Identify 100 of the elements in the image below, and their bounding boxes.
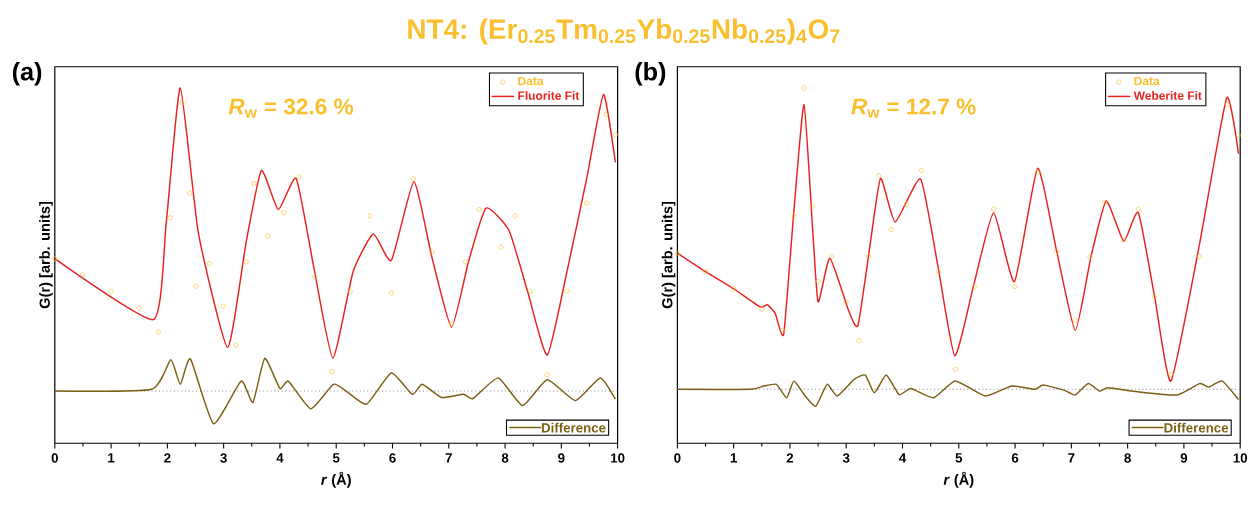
point <box>221 303 227 309</box>
x-tick-label: 1 <box>730 453 737 463</box>
point <box>388 290 394 296</box>
point <box>233 342 239 348</box>
point <box>1035 169 1041 175</box>
x-axis-title: r (Å) <box>321 471 351 488</box>
x-tick-label: 8 <box>501 453 509 463</box>
point <box>876 173 882 179</box>
point <box>801 85 807 91</box>
x-tick-label: 1 <box>108 453 115 463</box>
point <box>281 210 287 216</box>
point <box>251 181 257 187</box>
chart-title: NT4: (Er$_{0.25}$Tm$_{0.25}$Yb$_{0.25}$Nb$_{0.25}$)$_{4}$O$_{7}$ <box>408 18 840 45</box>
point <box>187 190 193 196</box>
x-tick-label: 2 <box>164 453 171 463</box>
point <box>449 321 455 327</box>
y-axis-title: G(r) [arb. units] <box>39 201 53 309</box>
point <box>544 372 550 378</box>
point <box>179 100 185 106</box>
text: (a) <box>12 62 42 86</box>
point <box>1054 248 1060 254</box>
x-tick-label: 2 <box>786 453 794 463</box>
point <box>829 253 835 259</box>
point <box>429 249 435 255</box>
point <box>347 288 353 294</box>
x-tick-label: 5 <box>955 453 963 463</box>
x-tick-label: 3 <box>220 453 227 463</box>
x-tick-label: 3 <box>842 453 850 463</box>
point <box>312 274 318 280</box>
legend-label: Weberite Fit <box>1133 91 1202 100</box>
legend-label: Fluorite Fit <box>518 91 580 100</box>
x-tick-label: 7 <box>445 453 452 463</box>
point <box>1012 284 1017 290</box>
point <box>815 279 821 285</box>
annotation: R$_{w}$ = 12.7 % <box>851 98 976 118</box>
point <box>866 253 872 259</box>
x-tick-label: 4 <box>276 453 284 463</box>
point <box>476 207 482 212</box>
point <box>888 226 894 232</box>
x-axis-title: r (Å) <box>943 471 974 488</box>
point <box>155 329 161 335</box>
point <box>843 299 849 305</box>
y-axis-title: G(r) [arb. units] <box>661 201 676 309</box>
point <box>780 327 786 333</box>
x-tick-label: 10 <box>1233 453 1248 463</box>
point <box>972 284 977 290</box>
x-tick-label: 0 <box>674 453 681 463</box>
point <box>1072 317 1078 323</box>
point <box>903 201 909 207</box>
x-tick-label: 6 <box>1011 453 1019 463</box>
legend-label: Difference <box>1164 422 1229 433</box>
legend-label: Data <box>1134 76 1160 86</box>
x-tick-label: 8 <box>1124 453 1131 463</box>
point <box>584 200 590 206</box>
x-tick-label: 0 <box>51 453 58 463</box>
x-tick-label: 10 <box>611 453 625 463</box>
point <box>367 213 373 219</box>
point <box>207 261 213 266</box>
point <box>527 288 533 294</box>
point <box>759 306 765 312</box>
text: (b) <box>635 62 666 86</box>
point <box>1224 102 1230 108</box>
x-tick-label: 9 <box>558 453 565 463</box>
point <box>136 305 142 311</box>
x-tick-label: 5 <box>332 453 340 463</box>
point <box>329 369 335 374</box>
point <box>243 259 249 265</box>
point <box>952 366 958 372</box>
point <box>991 206 997 212</box>
point <box>612 132 618 138</box>
point <box>1152 294 1158 300</box>
annotation: R$_{w}$ = 32.6 % <box>228 98 354 118</box>
point <box>703 269 708 275</box>
point <box>564 288 570 294</box>
point <box>410 176 416 182</box>
point <box>80 272 86 277</box>
point <box>1196 253 1202 259</box>
point <box>1121 237 1127 243</box>
point <box>1236 132 1241 138</box>
point <box>791 213 797 219</box>
point <box>1087 253 1093 259</box>
point <box>108 288 114 294</box>
x-tick-label: 7 <box>1068 453 1075 463</box>
point <box>296 174 302 180</box>
x-tick-label: 6 <box>389 453 396 463</box>
point <box>936 269 941 275</box>
point <box>498 244 504 250</box>
point <box>167 215 173 221</box>
point <box>193 283 199 289</box>
point <box>1168 371 1174 377</box>
point <box>731 286 737 292</box>
point <box>463 259 469 265</box>
legend-label: Difference <box>541 422 606 433</box>
x-tick-label: 9 <box>1180 453 1188 463</box>
legend-label: Data <box>518 76 544 86</box>
x-tick-label: 4 <box>899 453 907 463</box>
point <box>265 233 270 239</box>
point <box>856 338 862 344</box>
point <box>1102 199 1107 205</box>
point <box>603 112 609 118</box>
